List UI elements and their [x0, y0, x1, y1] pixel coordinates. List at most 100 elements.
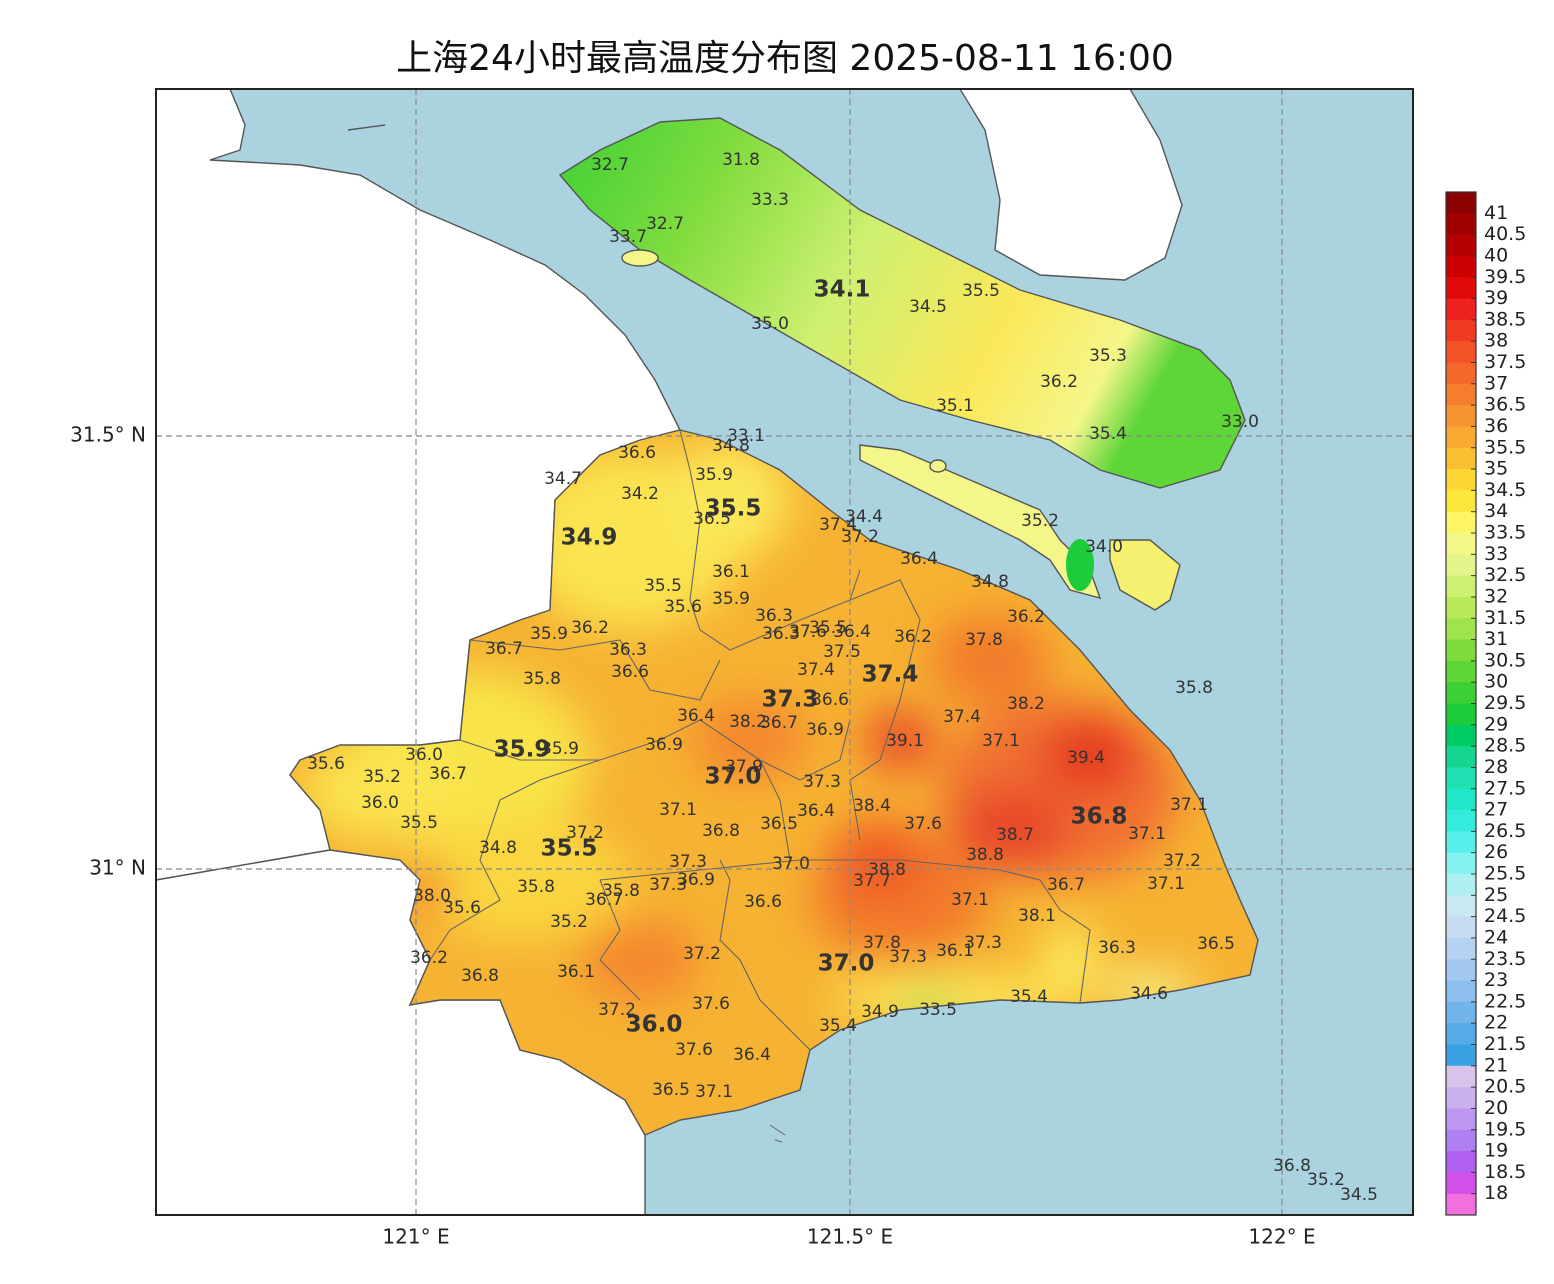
- station-value: 37.2: [841, 527, 879, 547]
- station-value: 35.9: [712, 589, 750, 609]
- islet: [621, 249, 659, 267]
- station-value: 36.6: [618, 443, 656, 463]
- station-value: 36.4: [900, 549, 938, 569]
- station-value: 35.5: [644, 576, 682, 596]
- district-value: 34.1: [814, 277, 871, 303]
- colorbar-segment: [1446, 767, 1476, 790]
- colorbar-segment: [1446, 405, 1476, 427]
- colorbar-segment: [1446, 1087, 1476, 1109]
- station-value: 36.8: [1273, 1156, 1311, 1176]
- station-value: 37.6: [904, 814, 942, 834]
- station-value: 33.1: [727, 426, 765, 446]
- station-value: 37.5: [823, 642, 861, 662]
- colorbar-segment: [1446, 810, 1476, 832]
- patch: [1066, 539, 1094, 591]
- district-value: 37.0: [818, 951, 875, 977]
- colorbar-label: 29: [1484, 713, 1508, 735]
- station-value: 37.2: [1163, 851, 1201, 871]
- colorbar-segment: [1446, 1044, 1476, 1067]
- station-value: 37.3: [803, 772, 841, 792]
- station-value: 37.1: [1170, 795, 1208, 815]
- station-value: 36.7: [1047, 875, 1085, 895]
- station-value: 36.4: [833, 622, 871, 642]
- colorbar-label: 23: [1484, 969, 1508, 991]
- lat-label: 31.5° N: [70, 423, 146, 447]
- station-value: 37.2: [566, 823, 604, 843]
- colorbar-segment: [1446, 852, 1476, 875]
- station-value: 37.1: [982, 731, 1020, 751]
- station-value: 34.6: [1130, 984, 1168, 1004]
- colorbar-label: 29.5: [1484, 692, 1526, 714]
- mainland: [289, 429, 1259, 1143]
- colorbar-segment: [1446, 213, 1476, 236]
- station-value: 36.3: [609, 640, 647, 660]
- colorbar-segment: [1446, 618, 1476, 641]
- colorbar-segment: [1446, 596, 1476, 619]
- islet: [929, 459, 947, 473]
- station-value: 34.2: [621, 484, 659, 504]
- station-value: 35.9: [530, 624, 568, 644]
- changxing-island: [859, 444, 1102, 600]
- colorbar-label: 37: [1484, 372, 1508, 394]
- station-value: 35.2: [550, 912, 588, 932]
- colorbar-label: 20: [1484, 1097, 1508, 1119]
- station-value: 33.3: [751, 190, 789, 210]
- station-value: 37.4: [797, 660, 835, 680]
- colorbar-label: 38.5: [1484, 308, 1526, 330]
- colorbar-label: 30.5: [1484, 649, 1526, 671]
- colorbar-segment: [1446, 533, 1476, 555]
- station-value: 36.1: [936, 941, 974, 961]
- colorbar-segment: [1446, 660, 1476, 683]
- colorbar-segment: [1446, 192, 1476, 214]
- station-value: 35.9: [695, 465, 733, 485]
- station-value: 37.1: [1147, 874, 1185, 894]
- colorbar-label: 24: [1484, 926, 1508, 948]
- district-value: 34.9: [561, 525, 618, 551]
- station-value: 36.2: [571, 618, 609, 638]
- station-value: 37.6: [675, 1040, 713, 1060]
- station-value: 37.2: [598, 1000, 636, 1020]
- station-value: 38.0: [413, 886, 451, 906]
- colorbar-segment: [1446, 490, 1476, 513]
- station-value: 34.7: [544, 469, 582, 489]
- colorbar-segment: [1446, 788, 1476, 811]
- station-value: 36.7: [760, 713, 798, 733]
- colorbar-segment: [1446, 447, 1476, 470]
- colorbar-label: 25: [1484, 884, 1508, 906]
- station-value: 36.0: [405, 745, 443, 765]
- station-value: 32.7: [591, 155, 629, 175]
- station-value: 35.8: [602, 881, 640, 901]
- map-frame: [155, 88, 1414, 1216]
- colorbar-segment: [1446, 1129, 1476, 1152]
- station-value: 34.0: [1085, 537, 1123, 557]
- station-value: 35.4: [819, 1016, 857, 1036]
- colorbar-label: 41: [1484, 202, 1508, 224]
- lon-label: 121.5° E: [807, 1225, 893, 1249]
- station-value: 37.6: [789, 622, 827, 642]
- station-value: 36.5: [760, 814, 798, 834]
- district-value: 37.3: [762, 687, 819, 713]
- station-value: 36.9: [677, 870, 715, 890]
- islets: [769, 1124, 786, 1143]
- colorbar-label: 36: [1484, 415, 1508, 437]
- station-value: 36.2: [410, 948, 448, 968]
- colorbar-segment: [1446, 1065, 1476, 1088]
- station-value: 34.8: [479, 838, 517, 858]
- station-value: 36.8: [702, 821, 740, 841]
- lat-label: 31° N: [89, 856, 146, 880]
- colorbar-label: 39.5: [1484, 266, 1526, 288]
- colorbar-segment: [1446, 426, 1476, 449]
- colorbar-segment: [1446, 724, 1476, 747]
- colorbar-segment: [1446, 469, 1476, 491]
- district-value: 36.0: [626, 1012, 683, 1038]
- colorbar-label: 34.5: [1484, 479, 1526, 501]
- station-value: 38.7: [996, 825, 1034, 845]
- colorbar-label: 18: [1484, 1182, 1508, 1204]
- station-value: 38.8: [868, 860, 906, 880]
- station-value: 35.8: [523, 669, 561, 689]
- colorbar-segment: [1446, 319, 1476, 342]
- colorbar-segment: [1446, 362, 1476, 385]
- colorbar-label: 35: [1484, 458, 1508, 480]
